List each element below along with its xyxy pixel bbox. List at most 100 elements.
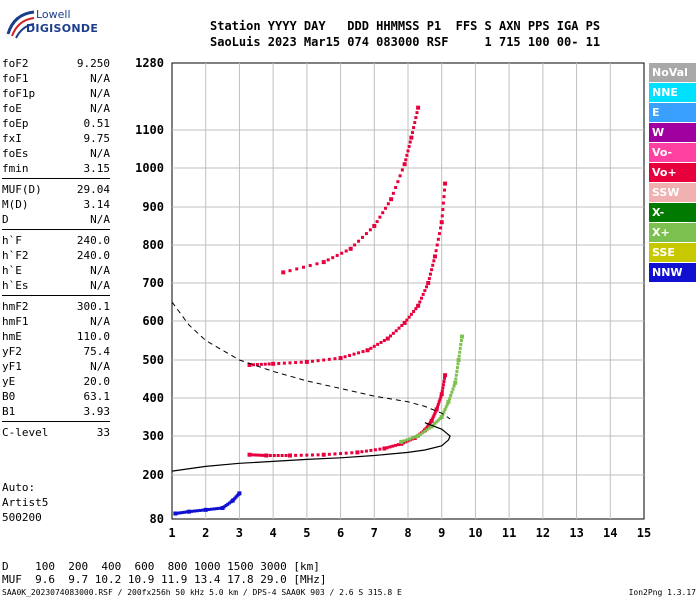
trace-point xyxy=(284,454,288,457)
param-value: 110.0 xyxy=(76,330,110,343)
param-value: 33 xyxy=(96,426,110,439)
param-name: C-level xyxy=(2,426,49,439)
trace-point xyxy=(316,453,320,457)
trace-point xyxy=(414,307,418,311)
param-value: N/A xyxy=(90,315,110,328)
trace-series xyxy=(173,491,242,516)
trace-point xyxy=(259,362,263,366)
trace-point xyxy=(396,443,400,447)
trace-point xyxy=(441,386,445,390)
trace-point xyxy=(408,437,412,441)
param-value: 240.0 xyxy=(76,234,110,247)
trace-point xyxy=(391,444,395,448)
trace-point xyxy=(421,292,425,296)
muf-row: MUF 9.6 9.7 10.2 10.9 11.9 13.4 17.8 29.… xyxy=(2,573,327,586)
x-tick-label: 10 xyxy=(468,526,482,540)
header-row-2: SaoLuis 2023 Mar15 074 083000 RSF 1 715 … xyxy=(210,35,601,49)
trace-point xyxy=(369,346,373,350)
param-value: N/A xyxy=(90,102,110,115)
trace-point xyxy=(455,369,459,373)
trace-point xyxy=(454,377,458,381)
y-tick-label: 1100 xyxy=(135,123,164,137)
param-value: 3.15 xyxy=(83,162,111,175)
trace-point xyxy=(425,428,429,432)
param-name: B1 xyxy=(2,405,16,418)
param-name: fxI xyxy=(2,132,22,145)
trace-point xyxy=(402,320,407,325)
trace-point xyxy=(178,511,182,515)
param-name: h`E xyxy=(2,264,22,277)
trace-point xyxy=(282,361,286,365)
trace-point xyxy=(432,413,436,417)
trace-point xyxy=(186,509,191,514)
trace-point xyxy=(353,243,357,247)
trace-point xyxy=(458,350,462,354)
trace-point xyxy=(416,303,421,308)
trace-point xyxy=(182,510,186,514)
trace-point xyxy=(418,300,422,304)
trace-point xyxy=(382,339,386,342)
trace-point xyxy=(344,249,348,253)
trace-point xyxy=(308,264,312,268)
trace-point xyxy=(220,506,225,510)
trace-point xyxy=(256,453,260,457)
trace-point xyxy=(427,277,431,281)
trace-point xyxy=(459,334,464,339)
trace-point xyxy=(262,453,266,457)
trace-point xyxy=(440,214,444,218)
trace-point xyxy=(458,346,462,350)
param-name: M(D) xyxy=(2,198,29,211)
param-name: fmin xyxy=(2,162,29,175)
trace-point xyxy=(276,454,280,457)
trace-point xyxy=(446,399,451,404)
legend-item: X- xyxy=(649,203,696,222)
trace-point xyxy=(247,362,252,367)
trace-point xyxy=(251,363,255,367)
param-row: yF2 75.4 xyxy=(2,344,110,359)
trace-point xyxy=(443,376,447,380)
electron-density-profile xyxy=(171,422,451,472)
trace-point xyxy=(333,357,337,361)
trace-point xyxy=(441,383,445,387)
auto-label: Auto: xyxy=(2,481,36,494)
trace-point xyxy=(408,140,412,144)
trace-point xyxy=(397,326,401,330)
param-separator xyxy=(2,295,110,296)
auto-program: Artist5 xyxy=(2,496,49,509)
echo-traces xyxy=(173,105,464,516)
trace-point xyxy=(394,443,398,447)
trace-point xyxy=(343,355,347,359)
y-tick-label: 80 xyxy=(150,512,164,526)
param-value: N/A xyxy=(90,213,110,226)
trace-point xyxy=(443,407,447,411)
trace-point xyxy=(271,361,276,366)
param-row: M(D) 3.14 xyxy=(2,197,110,212)
trace-point xyxy=(315,262,319,266)
trace-point xyxy=(441,201,445,205)
trace-point xyxy=(429,418,434,423)
param-value: N/A xyxy=(90,147,110,160)
param-value: N/A xyxy=(90,264,110,277)
trace-point xyxy=(439,395,443,399)
trace-point xyxy=(294,361,298,365)
param-value: 300.1 xyxy=(76,300,110,313)
trace-point xyxy=(399,439,404,444)
trace-point xyxy=(372,224,377,228)
trace-point xyxy=(382,446,387,451)
param-row: h`F 240.0 xyxy=(2,233,110,248)
trace-point xyxy=(443,188,447,192)
trace-point xyxy=(360,450,364,454)
trace-point xyxy=(430,268,434,272)
trace-point xyxy=(218,506,222,510)
param-row: hmF1 N/A xyxy=(2,314,110,329)
y-tick-label: 1000 xyxy=(135,161,164,175)
trace-point xyxy=(409,135,414,140)
trace-point xyxy=(435,420,439,424)
trace-point xyxy=(379,340,383,344)
x-tick-label: 12 xyxy=(536,526,550,540)
trace-point xyxy=(402,441,406,445)
trace-point xyxy=(373,448,377,452)
param-name: yE xyxy=(2,375,16,388)
trace-point xyxy=(404,440,408,444)
trace-point xyxy=(438,397,442,401)
